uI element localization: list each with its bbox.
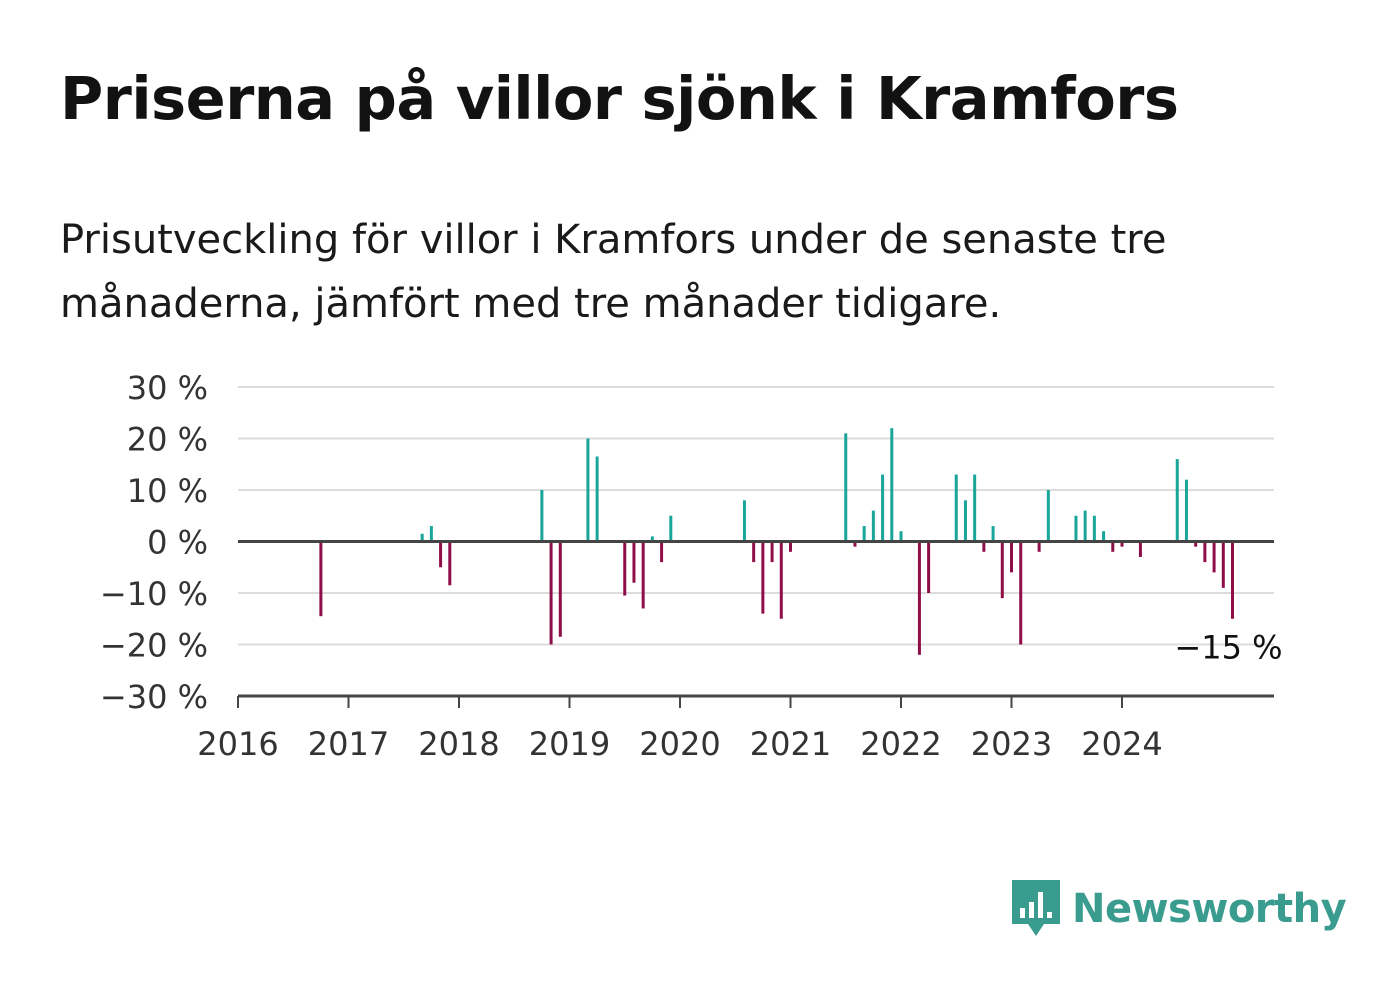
bar xyxy=(963,500,967,542)
bar xyxy=(1019,541,1023,645)
x-tick-label: 2017 xyxy=(308,725,389,763)
x-axis-ticks: 2016 2017 2018 2019 2020 2021 2022 2023 2024 xyxy=(197,696,1163,763)
bar xyxy=(1083,510,1087,542)
bar xyxy=(669,515,673,542)
bar xyxy=(632,541,636,583)
bar xyxy=(752,541,756,563)
y-tick-label: −10 % xyxy=(100,575,208,613)
bar xyxy=(1037,541,1041,552)
x-tick-label: 2020 xyxy=(639,725,720,763)
bar xyxy=(1111,541,1115,552)
bar xyxy=(779,541,783,619)
bar xyxy=(1194,541,1198,547)
bar xyxy=(623,541,627,596)
x-tick-label: 2021 xyxy=(750,725,831,763)
bar xyxy=(1046,490,1050,542)
bar xyxy=(549,541,553,645)
bar xyxy=(1175,459,1179,542)
bar xyxy=(742,500,746,542)
bar xyxy=(927,541,931,593)
last-value-label: −15 % xyxy=(1174,629,1282,667)
bar xyxy=(1203,541,1207,563)
bar xyxy=(1092,515,1096,542)
bar xyxy=(1074,515,1078,542)
brand-name: Newsworthy xyxy=(1072,886,1347,932)
bar xyxy=(650,536,654,542)
x-tick-label: 2023 xyxy=(971,725,1052,763)
bar xyxy=(1221,541,1225,588)
bar xyxy=(641,541,645,609)
bar xyxy=(319,541,323,617)
bar xyxy=(595,456,599,542)
y-tick-label: 0 % xyxy=(147,524,208,562)
bar xyxy=(789,541,792,552)
bar xyxy=(1102,531,1106,542)
bar xyxy=(991,526,995,542)
bar xyxy=(1010,541,1013,573)
x-tick-label: 2016 xyxy=(197,725,278,763)
y-tick-label: −30 % xyxy=(100,678,208,716)
x-tick-label: 2024 xyxy=(1081,725,1162,763)
bar xyxy=(558,541,562,637)
bar xyxy=(586,438,590,542)
bar xyxy=(429,526,433,542)
bar xyxy=(890,428,894,542)
bar xyxy=(770,541,774,563)
bar xyxy=(881,474,885,542)
bar xyxy=(899,531,903,542)
bar xyxy=(1138,541,1142,557)
bar xyxy=(1184,479,1188,542)
axes xyxy=(238,540,1274,698)
gridlines xyxy=(238,386,1274,646)
y-tick-label: 10 % xyxy=(127,472,208,510)
bar xyxy=(761,541,765,614)
bars xyxy=(319,428,1234,655)
x-tick-label: 2019 xyxy=(529,725,610,763)
bar xyxy=(844,433,848,542)
bar xyxy=(1212,541,1216,573)
y-tick-label: 30 % xyxy=(127,369,208,407)
bar xyxy=(853,541,857,547)
bar xyxy=(420,533,424,542)
chart-title: Priserna på villor sjönk i Kramfors xyxy=(60,64,1179,133)
chart-subtitle: Prisutveckling för villor i Kramfors und… xyxy=(60,217,1167,327)
bar xyxy=(540,490,544,542)
bar xyxy=(954,474,958,542)
y-tick-label: 20 % xyxy=(127,421,208,459)
bar xyxy=(917,541,921,655)
newsworthy-logo[interactable]: Newsworthy xyxy=(1010,878,1347,940)
bar xyxy=(448,541,452,586)
y-tick-label: −20 % xyxy=(100,627,208,665)
bar xyxy=(439,541,443,568)
bar xyxy=(1231,541,1234,619)
bar xyxy=(1000,541,1004,599)
bar xyxy=(1120,541,1124,547)
bar xyxy=(871,510,875,542)
bar xyxy=(973,474,977,542)
newsworthy-logo-icon xyxy=(1012,880,1060,936)
bar xyxy=(660,541,664,563)
annotations: −15 % xyxy=(1174,629,1282,667)
bar xyxy=(862,526,866,542)
x-tick-label: 2018 xyxy=(418,725,499,763)
y-axis-ticks: 30 % 20 % 10 % 0 % −10 % −20 % −30 % xyxy=(100,369,208,716)
x-tick-label: 2022 xyxy=(860,725,941,763)
bar xyxy=(982,541,986,552)
